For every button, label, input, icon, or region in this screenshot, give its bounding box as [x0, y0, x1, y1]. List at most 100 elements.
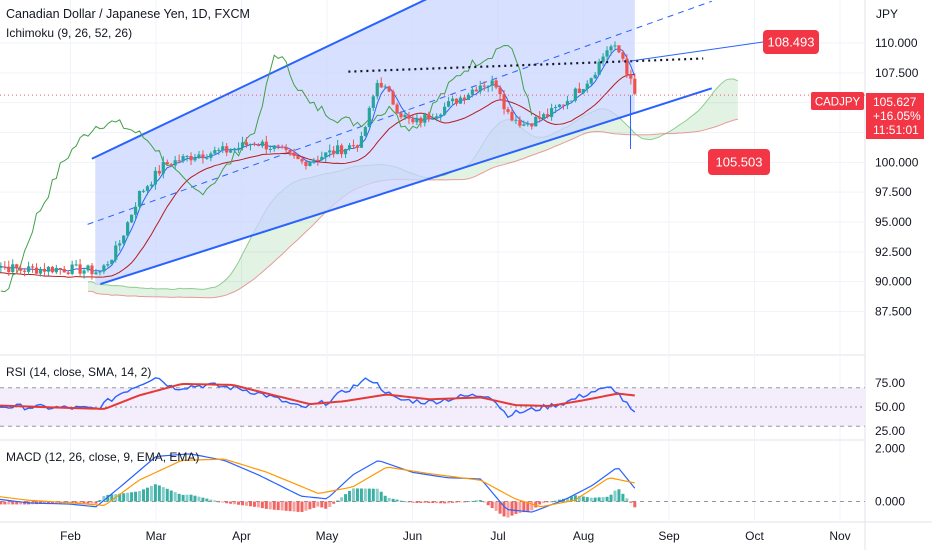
macd-histogram-bar	[411, 501, 415, 503]
candle	[217, 147, 221, 156]
candle	[312, 157, 316, 165]
macd-histogram-bar	[19, 501, 23, 505]
candles	[0, 41, 637, 280]
candle	[213, 146, 217, 155]
macd-histogram-bar	[276, 501, 280, 511]
candle	[367, 106, 371, 128]
candle-body	[102, 265, 106, 272]
candle-body	[189, 156, 193, 161]
candle	[601, 53, 605, 66]
candle-body	[605, 50, 609, 57]
macd-histogram-bar	[522, 501, 526, 513]
macd-histogram-bar	[106, 494, 110, 502]
month-tick-label: Sep	[658, 529, 680, 543]
candle-body	[443, 106, 447, 115]
macd-histogram-bar	[538, 501, 542, 505]
candle-body	[343, 149, 348, 155]
macd-histogram-bar	[613, 490, 617, 502]
candle	[268, 145, 272, 153]
candle-body	[518, 119, 522, 126]
macd-histogram-bar	[300, 501, 304, 512]
candle	[11, 259, 15, 275]
channel-lower-line	[100, 87, 713, 286]
macd-histogram-bar	[141, 489, 145, 502]
candle-body	[122, 235, 126, 244]
month-tick-label: Jun	[403, 529, 422, 543]
candle-body	[629, 74, 633, 79]
candle	[26, 261, 31, 275]
macd-histogram-bar	[233, 501, 237, 505]
candle-body	[11, 264, 15, 273]
candle-body	[19, 268, 23, 271]
macd-histogram-bar	[387, 497, 391, 502]
macd-histogram-bar	[542, 501, 546, 504]
candle	[229, 148, 233, 154]
regression-channel[interactable]	[87, 0, 713, 286]
candle-body	[46, 266, 50, 272]
low-price-callout: 105.503	[708, 149, 770, 175]
macd-histogram-bar	[328, 501, 332, 507]
macd-histogram-bar	[585, 497, 589, 502]
macd-histogram-bar	[332, 501, 336, 504]
candle-body	[593, 74, 597, 79]
candle	[189, 152, 193, 166]
macd-histogram-bar	[70, 501, 74, 504]
macd-histogram-bar	[577, 495, 581, 502]
macd-histogram-bar	[514, 501, 518, 514]
last-price-tag: 105.627 +16.05% 11:51:01	[866, 93, 924, 139]
candle-body	[411, 118, 415, 123]
candle	[589, 77, 593, 86]
macd-histogram-bar	[569, 496, 573, 502]
macd-histogram-bar	[534, 501, 538, 508]
macd-histogram-bar	[86, 501, 90, 504]
candle-body	[276, 145, 280, 147]
candle-body	[157, 170, 161, 174]
macd-histogram-bar	[609, 494, 613, 502]
candle-body	[292, 152, 296, 156]
macd-histogram-bar	[348, 490, 352, 502]
candle	[502, 90, 506, 115]
chart-title: Canadian Dollar / Japanese Yen, 1D, FXCM	[6, 7, 250, 21]
macd-histogram-bar	[427, 501, 431, 503]
candle-body	[252, 143, 257, 145]
macd-histogram-bar	[526, 501, 530, 512]
candle	[141, 189, 146, 193]
candle	[613, 41, 617, 51]
candle	[244, 137, 249, 148]
candle-body	[332, 150, 336, 155]
candle	[137, 190, 142, 210]
candle	[264, 135, 268, 155]
macd-histogram-bar	[605, 496, 609, 502]
candle-body	[312, 159, 316, 162]
candle	[221, 141, 225, 154]
candle-body	[185, 156, 189, 158]
price-tick-label: 107.500	[875, 66, 919, 80]
candle-body	[280, 146, 284, 148]
candle	[205, 154, 209, 160]
candle	[102, 263, 106, 274]
macd-histogram-bar	[0, 501, 3, 505]
candle-body	[66, 272, 70, 274]
candle	[94, 268, 98, 275]
price-tick-label: 110.000	[875, 36, 918, 50]
candle	[161, 156, 165, 179]
macd-histogram-bar	[42, 501, 46, 504]
candle	[411, 114, 415, 125]
candle-body	[613, 45, 617, 47]
candle	[86, 264, 90, 273]
macd-histogram-bar	[122, 493, 126, 502]
candle-body	[514, 119, 518, 121]
candle-body	[0, 266, 3, 268]
macd-histogram-bar	[320, 501, 324, 508]
macd-histogram-bar	[177, 493, 181, 502]
resistance-line	[348, 57, 704, 73]
macd-histogram-bar	[284, 501, 288, 511]
drawings[interactable]	[0, 41, 865, 149]
signal-line	[0, 458, 635, 508]
candle	[126, 221, 130, 238]
macd-histogram-bar	[593, 497, 597, 502]
candle-body	[403, 114, 407, 118]
candle	[565, 95, 570, 110]
macd-histogram-bar	[205, 498, 209, 502]
